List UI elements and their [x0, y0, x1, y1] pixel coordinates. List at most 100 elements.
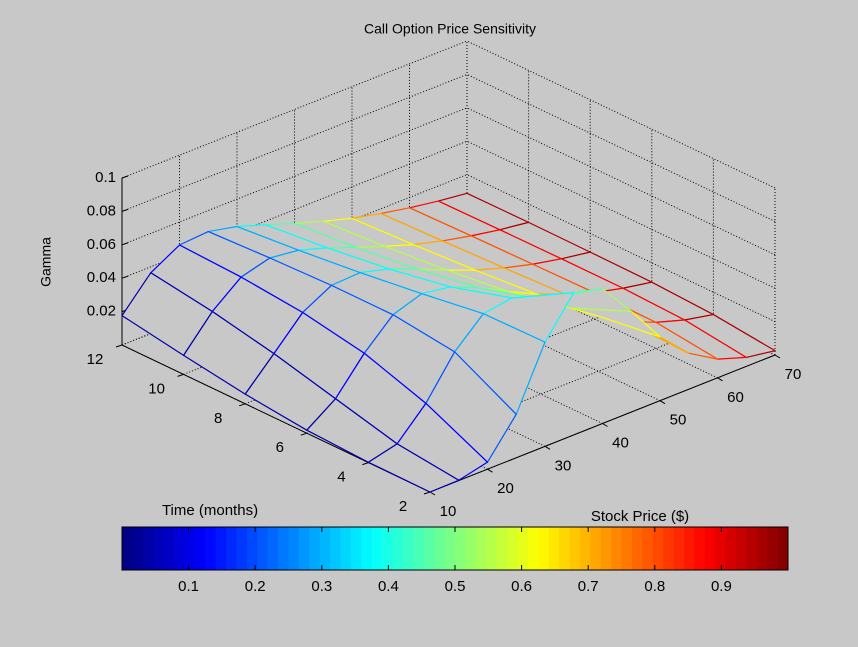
- z-tick: [121, 275, 129, 279]
- colorbar-cell: [652, 527, 664, 570]
- colorbar-cell: [486, 527, 498, 570]
- colorbar-cell: [777, 527, 789, 570]
- colorbar-cell: [559, 527, 570, 570]
- x-tick-label: 40: [612, 434, 629, 451]
- colorbar-tick-label: 0.9: [711, 578, 732, 595]
- grid-line: [121, 40, 468, 179]
- x-tick-label: 70: [785, 366, 802, 383]
- colorbar-tick-label: 0.8: [644, 578, 665, 595]
- colorbar-cell: [507, 527, 518, 570]
- colorbar-cell: [475, 527, 487, 570]
- z-tick-label: 0.06: [87, 236, 116, 253]
- colorbar-cell: [423, 527, 435, 570]
- colorbar-cell: [496, 527, 508, 570]
- x-tick-label: 30: [555, 457, 572, 474]
- colorbar-cell: [194, 527, 206, 570]
- colorbar-tick-label: 0.3: [311, 578, 332, 595]
- colorbar-cell: [538, 527, 550, 570]
- y-tick-label: 10: [148, 380, 165, 397]
- colorbar-cell: [392, 527, 404, 570]
- colorbar-cell: [683, 527, 695, 570]
- mesh-cell: [367, 443, 460, 493]
- colorbar-cell: [725, 527, 737, 570]
- z-tick: [121, 208, 129, 212]
- colorbar-cell: [735, 527, 747, 570]
- colorbar-cell: [174, 527, 185, 570]
- colorbar-cell: [611, 527, 622, 570]
- colorbar-cell: [319, 527, 331, 570]
- colorbar-cell: [579, 527, 591, 570]
- colorbar-cell: [569, 527, 581, 570]
- z-tick-label: 0.1: [95, 169, 116, 186]
- x-tick: [717, 377, 723, 382]
- colorbar-cell: [694, 527, 706, 570]
- colorbar-cell: [621, 527, 633, 570]
- colorbar-cell: [184, 527, 196, 570]
- x-tick: [429, 491, 436, 496]
- colorbar-cell: [153, 527, 165, 570]
- colorbar-cell: [257, 527, 269, 570]
- colorbar-cell: [226, 527, 237, 570]
- y-tick: [423, 491, 431, 495]
- colorbar-tick-label: 0.4: [378, 578, 399, 595]
- y-tick-label: 8: [214, 410, 222, 427]
- colorbar-cell: [122, 527, 133, 570]
- x-tick-label: 10: [440, 503, 457, 520]
- colorbar-cell: [590, 527, 602, 570]
- colorbar-cell: [309, 527, 321, 570]
- colorbar-cell: [642, 527, 654, 570]
- colorbar-cell: [267, 527, 279, 570]
- colorbar-cell: [382, 527, 394, 570]
- y-tick: [239, 403, 246, 407]
- x-tick: [544, 445, 551, 450]
- x-tick: [487, 468, 493, 473]
- colorbar-tick-label: 0.6: [511, 578, 532, 595]
- y-tick-label: 2: [399, 498, 407, 515]
- colorbar-cell: [288, 527, 300, 570]
- y-tick: [300, 432, 307, 436]
- z-tick-label: 0.02: [87, 303, 116, 320]
- colorbar-cell: [278, 527, 289, 570]
- y-tick-label: 6: [276, 439, 284, 456]
- colorbar-tick-label: 0.7: [578, 578, 599, 595]
- colorbar-cell: [444, 527, 456, 570]
- colorbar-cell: [455, 527, 466, 570]
- colorbar-cell: [132, 527, 144, 570]
- colorbar-cell: [205, 527, 217, 570]
- grid-line: [121, 73, 468, 212]
- colorbar-cell: [330, 527, 342, 570]
- x-tick: [602, 423, 608, 427]
- colorbar-cell: [600, 527, 612, 570]
- colorbar-tick-label: 0.2: [245, 578, 266, 595]
- colorbar-tick-label: 0.5: [445, 578, 466, 595]
- y-axis-label: Time (months): [162, 502, 258, 519]
- colorbar-cell: [361, 527, 373, 570]
- colorbar-cell: [402, 527, 414, 570]
- y-tick: [115, 344, 123, 348]
- x-tick: [774, 354, 781, 359]
- colorbar-cell: [350, 527, 362, 570]
- colorbar-cell: [246, 527, 258, 570]
- colorbar-cell: [340, 527, 352, 570]
- x-tick-label: 20: [497, 480, 514, 497]
- grid-line: [121, 140, 468, 279]
- z-tick-label: 0.04: [87, 269, 116, 286]
- colorbar-cell: [413, 527, 425, 570]
- colorbar-cell: [767, 527, 779, 570]
- colorbar-cell: [517, 527, 529, 570]
- colorbar-cell: [465, 527, 477, 570]
- chart-title: Call Option Price Sensitivity: [364, 21, 536, 37]
- colorbar-cell: [298, 527, 310, 570]
- grid-line: [306, 295, 652, 434]
- colorbar-cell: [631, 527, 643, 570]
- colorbar-cell: [673, 527, 685, 570]
- y-tick-label: 12: [87, 351, 104, 368]
- colorbar-cell: [548, 527, 560, 570]
- y-tick: [177, 373, 184, 377]
- z-tick: [121, 242, 129, 246]
- colorbar-cell: [663, 527, 675, 570]
- colorbar-cell: [236, 527, 248, 570]
- colorbar-cell: [434, 527, 446, 570]
- z-tick: [121, 175, 129, 179]
